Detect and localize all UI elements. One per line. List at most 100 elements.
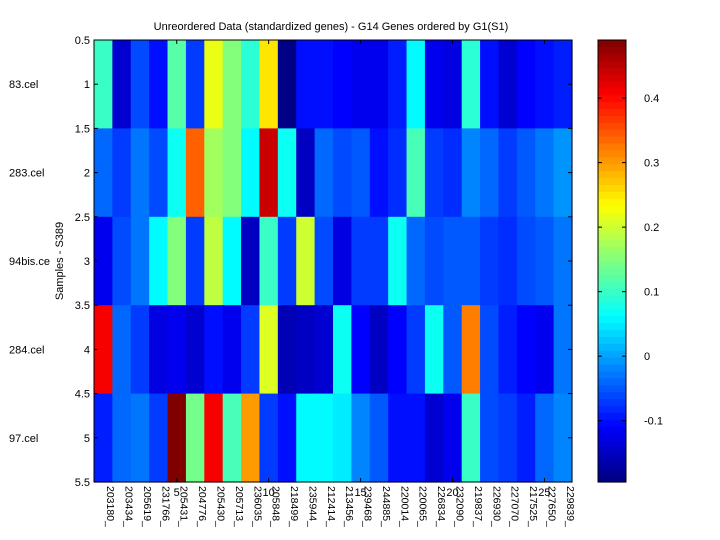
heatmap-cell	[296, 393, 316, 483]
heatmap-cell	[480, 305, 500, 395]
heatmap-cell	[222, 305, 242, 395]
colorbar-segment	[598, 157, 626, 165]
column-label: 204776_	[196, 486, 208, 527]
heatmap-cell	[333, 393, 352, 483]
heatmap-cell	[369, 128, 389, 218]
heatmap-cell	[241, 305, 261, 395]
column-label: 220065_	[417, 486, 429, 527]
colorbar-segment	[598, 129, 626, 138]
colorbar-segment	[598, 219, 626, 228]
heatmap-cell	[388, 305, 408, 395]
colorbar-segment	[598, 164, 626, 172]
colorbar-segment	[598, 143, 626, 152]
heatmap-cell	[424, 305, 444, 395]
x-tick-label: 20	[446, 487, 458, 499]
colorbar-segment	[598, 364, 626, 373]
heatmap-cell	[222, 216, 242, 306]
x-axis-ticks: 5 10 15 20 25	[174, 40, 551, 499]
heatmap-cell	[259, 40, 279, 129]
y-tick-label: 1.5	[75, 123, 90, 135]
heatmap-cell	[130, 305, 150, 395]
column-label: 203434_	[123, 486, 135, 527]
colorbar-segment	[598, 433, 626, 442]
y-axis-ticks: 0.5 1 1.5 2 2.5 3 3.5 4 4.5 5 5.5	[75, 35, 572, 489]
heatmap-cell	[424, 216, 444, 306]
heatmap-cell	[185, 216, 205, 306]
y-tick-label: 4	[84, 344, 90, 356]
heatmap-cell	[388, 216, 408, 306]
heatmap-cell	[369, 40, 389, 129]
heatmap-cell	[406, 40, 426, 129]
colorbar-segment	[598, 267, 626, 276]
colorbar-segment	[598, 440, 626, 449]
y-tick-label: 0.5	[75, 35, 90, 47]
heatmap-cell	[406, 393, 426, 483]
colorbar-segment	[598, 247, 626, 255]
heatmap-cells	[94, 40, 573, 483]
heatmap-cell	[94, 216, 113, 306]
heatmap-cell	[94, 305, 113, 395]
column-label: 244885_	[380, 486, 392, 527]
heatmap-cell	[296, 216, 316, 306]
heatmap-cell	[241, 216, 261, 306]
x-tick-label: 15	[354, 487, 366, 499]
heatmap-cell	[406, 216, 426, 306]
heatmap-cell	[259, 305, 279, 395]
y-tick-label: 3	[84, 256, 90, 268]
heatmap-cell	[130, 128, 150, 218]
colorbar-segment	[598, 185, 626, 193]
colorbar-segment	[598, 274, 626, 283]
colorbar-segment	[598, 371, 626, 380]
heatmap-cell	[351, 40, 371, 129]
heatmap-cell	[94, 40, 113, 129]
heatmap-cell	[277, 128, 297, 218]
heatmap-cell	[443, 393, 463, 483]
heatmap-cell	[406, 128, 426, 218]
colorbar-segment	[598, 350, 626, 359]
y-axis-label: Samples - S389	[54, 222, 66, 300]
heatmap-cell	[516, 128, 536, 218]
heatmap-cell	[149, 128, 169, 218]
heatmap-cell	[94, 393, 113, 483]
heatmap-cell	[112, 40, 132, 129]
heatmap-cell	[516, 305, 536, 395]
heatmap-cell	[277, 40, 297, 129]
colorbar-segment	[598, 67, 626, 76]
heatmap-cell	[516, 40, 536, 129]
colorbar-segment	[598, 406, 626, 414]
y-tick-label: 5	[84, 433, 90, 445]
colorbar-segment	[598, 454, 626, 462]
heatmap-cell	[424, 128, 444, 218]
colorbar-segment	[598, 46, 626, 55]
heatmap-cell	[277, 216, 297, 306]
colorbar-segment	[598, 412, 626, 421]
row-label: 284.cel	[9, 344, 44, 356]
column-label: 213456_	[343, 486, 355, 527]
y-tick-label: 4.5	[75, 389, 90, 401]
heatmap-cell	[204, 305, 224, 395]
heatmap-cell	[296, 40, 316, 129]
heatmap-cell	[149, 40, 169, 129]
heatmap-cell	[185, 128, 205, 218]
heatmap-cell	[388, 40, 408, 129]
heatmap-cell	[204, 393, 224, 483]
heatmap-cell	[112, 216, 132, 306]
heatmap-cell	[461, 128, 481, 218]
heatmap-cell	[424, 40, 444, 129]
colorbar-segment	[598, 336, 626, 345]
heatmap-cell	[369, 305, 389, 395]
colorbar-segment	[598, 419, 626, 428]
heatmap-cell	[333, 128, 352, 218]
heatmap-cell	[461, 393, 481, 483]
heatmap-cell	[498, 216, 518, 306]
heatmap-cell	[369, 216, 389, 306]
colorbar-segment	[598, 447, 626, 455]
heatmap-cell	[406, 305, 426, 395]
heatmap-cell	[222, 128, 242, 218]
column-label: 232090_	[454, 486, 466, 527]
chart-title: Unreordered Data (standardized genes) - …	[154, 21, 509, 33]
colorbar-tick-label: 0.1	[644, 287, 659, 299]
colorbar-segment	[598, 468, 626, 476]
column-label: 212414_	[325, 486, 337, 527]
heatmap-cell	[241, 128, 261, 218]
